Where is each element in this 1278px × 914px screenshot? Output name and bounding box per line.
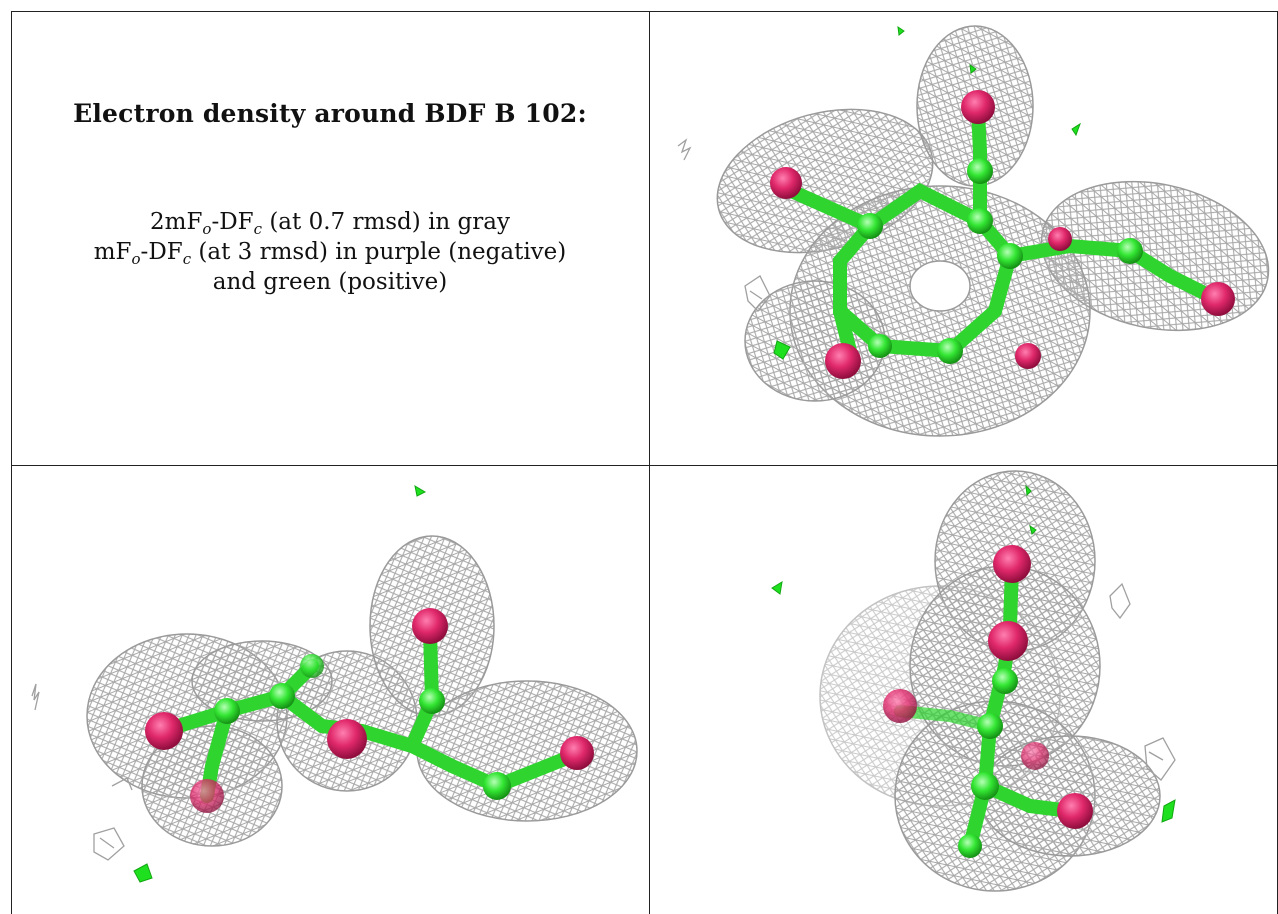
density-image-end [771,470,1176,892]
positive-density [133,484,427,883]
figure-grid: Electron density around BDF B 102: 2mFo-… [11,11,1278,914]
mesh-2fofc [86,535,638,847]
density-image-ring [677,25,1270,437]
line1-sub-c: c [253,220,263,238]
line1-rest: (at 0.7 rmsd) in gray [262,209,510,235]
line1-map: 2mF [150,209,203,235]
mesh-2fofc [819,470,1161,892]
line2-sub-o: o [131,250,141,268]
line1-sub-o: o [202,220,212,238]
caption-cell: Electron density around BDF B 102: 2mFo-… [11,11,649,465]
positive-density [773,25,1081,360]
oxygen-atoms [883,545,1093,829]
center-border [649,11,650,914]
carbon-atoms [857,158,1143,364]
line2-rest: (at 3 rmsd) in purple (negative) [191,239,567,265]
density-view-bottom-right [650,466,1277,914]
left-border [11,11,12,914]
carbon-atoms [214,654,511,800]
oxygen-atoms [145,608,594,813]
caption-line-3: and green (positive) [212,269,448,295]
carbon-atoms [958,668,1018,858]
line2-map: mF [93,239,132,265]
density-image-side [31,484,638,883]
caption-line-1: 2mFo-DFc (at 0.7 rmsd) in gray [11,207,649,237]
density-view-bottom-left [12,466,649,914]
caption-line-2: mFo-DFc (at 3 rmsd) in purple (negative) [11,237,649,267]
stray-mesh [677,138,771,312]
top-border [11,11,1278,12]
line1-df: -DF [211,209,254,235]
molecule-bonds [773,104,1217,359]
stray-mesh [31,683,133,861]
oxygen-atoms [770,90,1235,379]
middle-border [11,465,1278,466]
line2-sub-c: c [182,250,192,268]
caption-text: 2mFo-DFc (at 0.7 rmsd) in gray mFo-DFc (… [11,207,649,297]
stray-mesh [1109,582,1176,781]
caption-title: Electron density around BDF B 102: [73,99,587,128]
line2-df: -DF [140,239,183,265]
density-view-top-right [650,11,1277,465]
positive-density [771,484,1176,823]
